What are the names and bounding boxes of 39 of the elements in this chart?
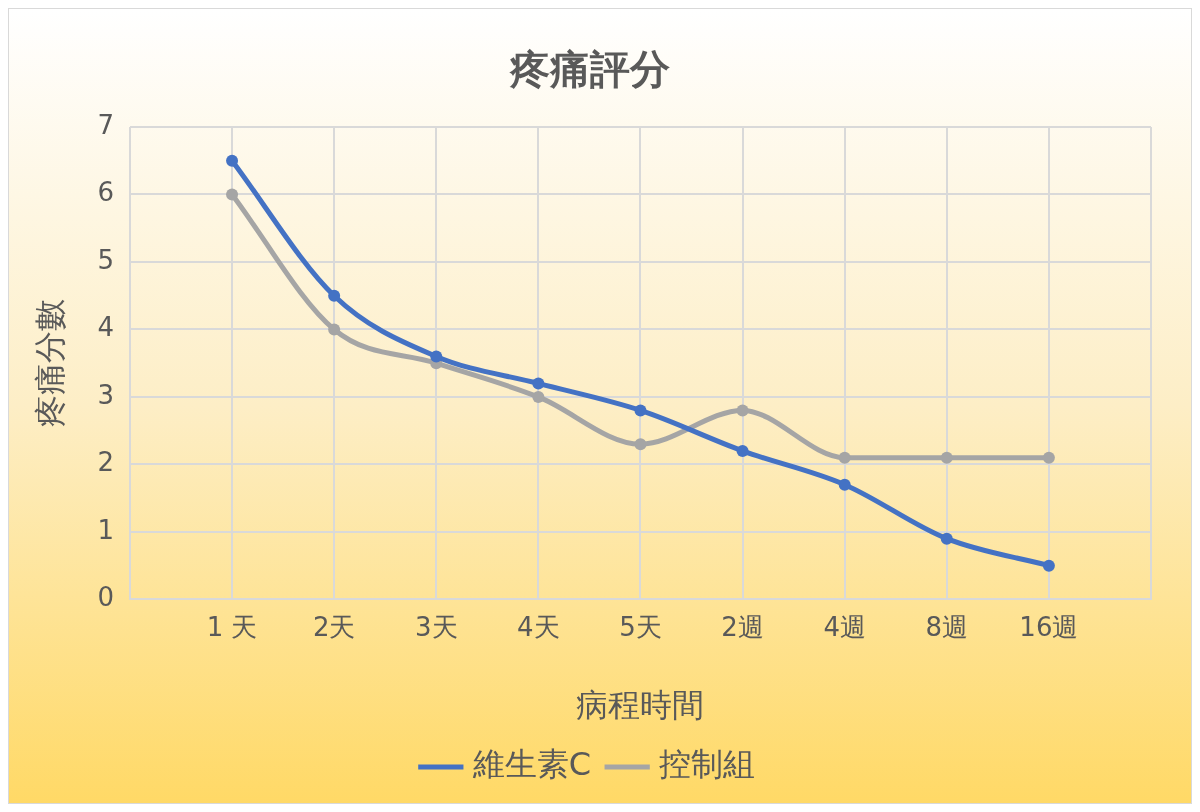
x-tick-label: 4週 xyxy=(823,611,866,642)
point xyxy=(634,438,647,451)
x-axis-title: 病程時間 xyxy=(576,686,705,725)
y-tick-label: 3 xyxy=(97,379,114,410)
point xyxy=(940,532,953,545)
point xyxy=(226,154,239,167)
legend-label: 維生素C xyxy=(471,745,592,784)
y-tick-label: 6 xyxy=(97,177,114,208)
point xyxy=(838,478,851,491)
point xyxy=(430,350,443,363)
x-tick-label: 4天 xyxy=(517,611,560,642)
y-axis-title: 疼痛分數 xyxy=(30,299,69,428)
y-tick-label: 5 xyxy=(97,244,114,275)
point xyxy=(226,188,239,201)
x-tick-label: 1 天 xyxy=(206,611,258,642)
point xyxy=(634,404,647,417)
point xyxy=(736,404,749,417)
y-tick-label: 4 xyxy=(97,312,114,343)
point xyxy=(532,390,545,403)
x-tick-label: 16週 xyxy=(1019,611,1079,642)
y-tick-label: 1 xyxy=(97,514,114,545)
y-tick-label: 0 xyxy=(97,582,114,613)
x-tick-label: 2天 xyxy=(312,611,356,642)
x-tick-label: 3天 xyxy=(414,611,458,642)
chart-title: 疼痛評分 xyxy=(509,46,670,93)
y-tick-label: 2 xyxy=(97,447,114,478)
point xyxy=(736,444,749,457)
x-tick-label: 5天 xyxy=(619,611,662,642)
point xyxy=(328,323,341,336)
y-tick-label: 7 xyxy=(97,109,114,140)
point xyxy=(1042,559,1055,572)
point xyxy=(838,451,851,464)
point xyxy=(940,451,953,464)
point xyxy=(1042,451,1055,464)
point xyxy=(328,289,341,302)
x-tick-label: 2週 xyxy=(721,611,764,642)
legend-label: 控制組 xyxy=(659,745,756,784)
x-tick-label: 8週 xyxy=(925,611,969,642)
point xyxy=(532,377,545,390)
